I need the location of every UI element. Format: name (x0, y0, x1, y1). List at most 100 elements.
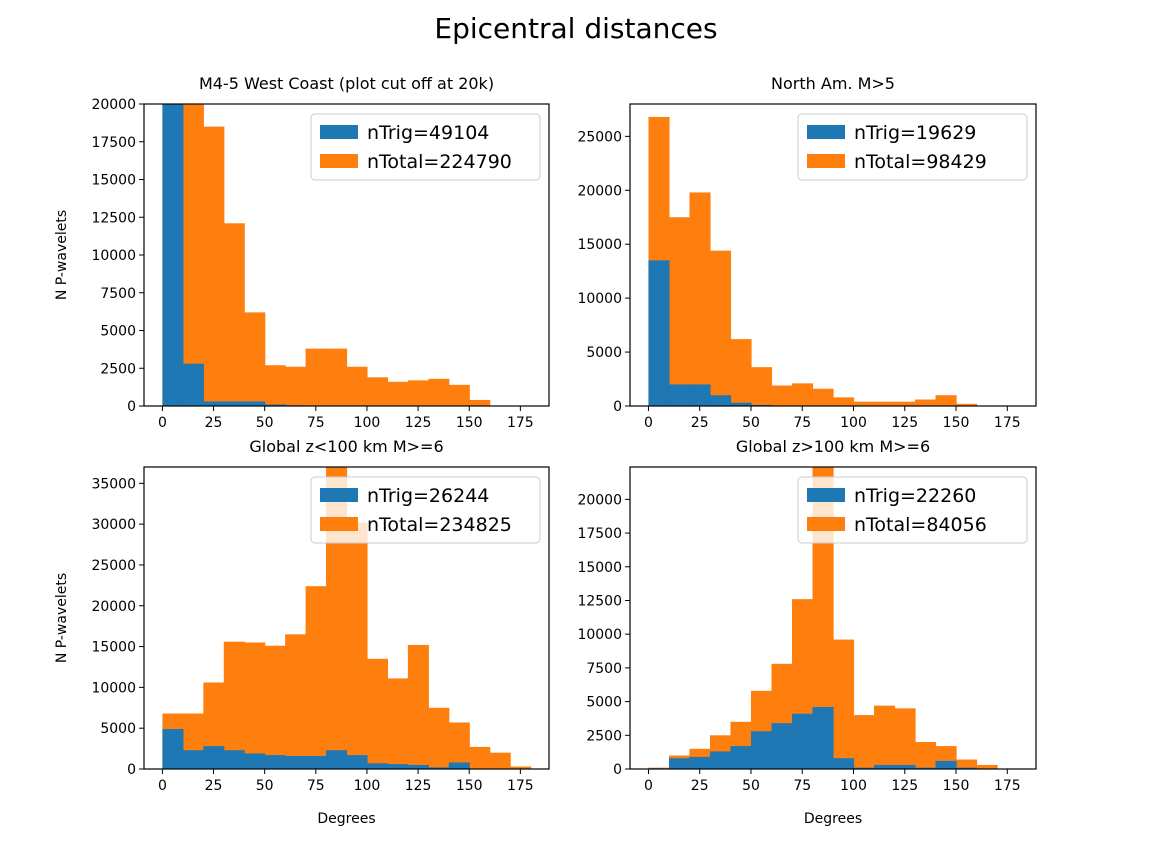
bar-total (689, 192, 711, 406)
y-tick-label: 15000 (577, 560, 622, 576)
x-tick-label: 125 (405, 778, 432, 794)
bar-total (894, 708, 916, 769)
y-tick-label: 17500 (91, 135, 136, 151)
subplot-title: Global z>100 km M>=6 (736, 437, 930, 456)
x-tick-label: 50 (742, 415, 760, 431)
bar-trig (244, 753, 266, 769)
y-tick-label: 10000 (577, 291, 622, 307)
legend-swatch-trig (807, 125, 845, 139)
legend: nTrig=22260 nTotal=84056 (797, 476, 1028, 544)
x-tick-label: 125 (891, 778, 918, 794)
x-tick-label: 175 (507, 415, 534, 431)
figure-title: Epicentral distances (434, 12, 718, 45)
bar-trig (428, 767, 450, 769)
x-tick-label: 0 (644, 778, 653, 794)
y-tick-label: 20000 (577, 183, 622, 199)
x-tick-label: 100 (354, 415, 381, 431)
y-tick-label: 2500 (586, 728, 622, 744)
x-tick-label: 100 (354, 778, 381, 794)
x-tick-label: 50 (742, 778, 760, 794)
bar-trig (182, 750, 204, 769)
bar-trig (935, 760, 957, 769)
bar-total (428, 707, 450, 769)
x-tick-label: 125 (405, 415, 432, 431)
legend: nTrig=19629 nTotal=98429 (797, 113, 1028, 181)
bar-trig (203, 401, 225, 406)
bar-total (469, 746, 491, 769)
bar-total (853, 401, 875, 406)
bar-trig (203, 746, 225, 769)
x-tick-label: 75 (307, 778, 325, 794)
y-tick-label: 12500 (91, 210, 136, 226)
bar-total (346, 522, 368, 769)
y-tick-label: 30000 (91, 517, 136, 533)
bar-trig (812, 706, 834, 769)
bar-total (387, 678, 409, 769)
bar-trig (223, 750, 245, 769)
y-tick-label: 20000 (577, 492, 622, 508)
bar-total (956, 759, 978, 769)
legend-label-trig: nTrig=49104 (367, 122, 489, 144)
bar-total (489, 752, 511, 769)
y-axis-label: N P-wavelets (54, 210, 70, 300)
y-tick-label: 2500 (100, 361, 136, 377)
bar-total (366, 658, 389, 769)
bar-total (709, 250, 732, 406)
x-tick-label: 175 (994, 415, 1021, 431)
axes-frame (629, 103, 1037, 407)
bar-trig (689, 756, 711, 769)
y-tick-label: 7500 (100, 286, 136, 302)
subplot-title: North Am. M>5 (771, 74, 895, 93)
bar-total (244, 642, 266, 769)
y-tick-label: 5000 (100, 721, 136, 737)
legend-swatch-trig (320, 125, 358, 139)
y-tick-label: 5000 (100, 324, 136, 340)
y-tick-label: 20000 (91, 599, 136, 615)
bar-total (407, 644, 429, 769)
legend-box (310, 476, 541, 544)
bar-trig (407, 764, 429, 769)
x-tick-label: 25 (205, 415, 223, 431)
bar-trig (874, 764, 896, 769)
y-tick-label: 10000 (577, 627, 622, 643)
bar-total (264, 365, 286, 406)
bar-total (771, 385, 793, 406)
y-tick-label: 0 (127, 399, 136, 415)
bar-trig (668, 758, 691, 769)
y-tick-label: 10000 (91, 248, 136, 264)
bar-trig (730, 746, 752, 769)
bar-trig (244, 401, 266, 406)
bar-total (833, 397, 855, 406)
y-tick-label: 25000 (577, 129, 622, 145)
bar-total (223, 223, 245, 406)
y-tick-label: 20000 (91, 97, 136, 113)
bar-trig (668, 384, 691, 406)
bar-trig (750, 731, 773, 769)
bar-total (833, 639, 855, 769)
x-tick-label: 150 (943, 778, 970, 794)
y-axis-label: N P-wavelets (54, 573, 70, 663)
bar-total (407, 380, 429, 406)
x-tick-label: 150 (943, 415, 970, 431)
legend-swatch-total (320, 517, 358, 531)
bar-trig (182, 363, 204, 406)
x-tick-label: 100 (840, 415, 867, 431)
bars-group (648, 116, 978, 406)
legend-box (310, 113, 541, 181)
subplot-title: Global z<100 km M>=6 (249, 437, 443, 456)
legend-box (797, 476, 1028, 544)
bar-trig (689, 384, 711, 406)
bar-total (448, 722, 470, 769)
legend-label-trig: nTrig=26244 (367, 485, 489, 507)
y-tick-label: 0 (127, 762, 136, 778)
bar-total (305, 586, 327, 769)
bar-trig (162, 104, 184, 406)
bar-total (223, 641, 245, 769)
x-tick-label: 175 (994, 778, 1021, 794)
bar-total (730, 339, 752, 406)
bar-trig (771, 723, 793, 769)
x-tick-label: 75 (793, 778, 811, 794)
subplot-1: 0 25 50 75 100 125 150 175 0 2500 5000 7500 10000 125… (54, 74, 550, 431)
y-tick-label: 7500 (586, 661, 622, 677)
